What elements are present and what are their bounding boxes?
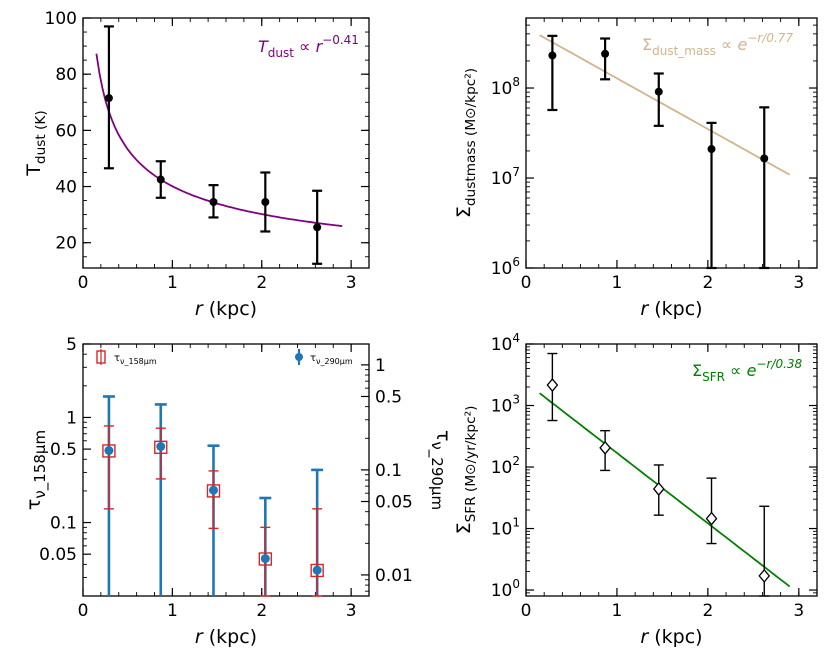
y-axis-label: ΣSFR (M⊙/yr/kpc²)​ — [453, 406, 479, 535]
y2-tick-label: 0.1 — [375, 461, 402, 481]
y-tick-label: 0.5 — [50, 440, 77, 460]
legend-tau290: τν_290μm — [295, 349, 353, 366]
fit-legend-label: Tdust ∝ r−0.41 — [258, 33, 359, 60]
tau158-point — [154, 440, 168, 455]
tau290-point — [104, 445, 114, 455]
x-tick-label: 3 — [793, 273, 804, 293]
x-tick-label: 3 — [346, 273, 357, 293]
sfr-point — [705, 511, 718, 526]
fit-legend-label: ΣSFR ∝ e−r/0.38 — [692, 357, 803, 384]
sfr-point — [652, 481, 665, 496]
dustmass-point — [707, 145, 716, 154]
y2-tick-label: 0.01 — [375, 566, 413, 586]
tau158-point — [206, 484, 221, 498]
y-tick-label: 60 — [55, 121, 77, 141]
legend-tau158: τν_158μm — [96, 349, 157, 366]
x-tick-label: 2 — [702, 273, 713, 293]
dustmass-point — [601, 49, 610, 58]
dustmass-point — [654, 87, 663, 96]
y-tick-label: 100 — [45, 9, 77, 29]
dustmass-point — [548, 51, 557, 60]
tau290-point — [156, 442, 166, 452]
y-tick-label: 100 — [491, 577, 520, 601]
y-tick-label: 104 — [491, 331, 520, 355]
tau158-point — [258, 552, 273, 566]
fit-curve — [539, 34, 791, 176]
sfr-point — [546, 378, 559, 393]
y-tick-label: 20 — [55, 234, 77, 254]
y-axis-label: τν_158μm — [23, 430, 50, 510]
y-tick-label: 80 — [55, 65, 77, 85]
legend-tau158-label: τν_158μm — [114, 353, 157, 366]
x-tick-label: 1 — [167, 601, 178, 621]
axes-frame — [82, 343, 370, 597]
fit-curve — [95, 53, 343, 227]
x-axis-label: r (kpc) — [640, 626, 702, 648]
fit-legend-label: Σdust_mass ∝ e−r/0.77 — [642, 31, 793, 58]
tau290-point — [312, 565, 322, 575]
x-tick-label: 0 — [521, 273, 532, 293]
x-tick-label: 1 — [167, 273, 178, 293]
tdust-point — [313, 223, 322, 232]
axes-frame — [82, 17, 370, 269]
y2-tick-label: 0.5 — [375, 387, 402, 407]
y2-tick-label: 0.05 — [375, 493, 413, 513]
y-tick-label: 101 — [491, 516, 520, 540]
x-tick-label: 2 — [702, 601, 713, 621]
y-tick-label: 108 — [491, 75, 520, 99]
y-tick-label: 102 — [491, 454, 520, 478]
tau158-point — [310, 563, 324, 578]
x-axis-label: r (kpc) — [640, 298, 702, 320]
x-tick-label: 3 — [793, 601, 804, 621]
fit-curve — [539, 392, 791, 588]
sfr-point — [758, 568, 771, 583]
x-tick-label: 1 — [612, 601, 623, 621]
panel-dust-temperature: 0 1 2 3 r (kpc) 20 40 60 80 100 Tdust (K)​ Tdust ∝ … — [23, 9, 370, 320]
tau158-point — [102, 444, 116, 458]
y-tick-label: 106 — [491, 255, 520, 279]
dustmass-point — [760, 154, 769, 163]
panel-dust-mass-surface-density: 0 1 2 3 r (kpc) 106 107 108 Σdustmass (M⊙/kpc²)​… — [453, 17, 818, 320]
panel-optical-depth: 0 1 2 3 r (kpc) 0.05 0.1 0.5 1 5 0.01 0.05 0.1 0.5 1 τν… — [23, 335, 454, 648]
y-tick-label: 0.1 — [50, 514, 77, 534]
tau290-point — [208, 485, 218, 495]
x-tick-label: 2 — [256, 601, 267, 621]
tdust-point — [156, 175, 165, 184]
x-tick-label: 3 — [346, 601, 357, 621]
y2-axis-label: τν_290μm — [427, 430, 454, 510]
tdust-point — [261, 197, 270, 206]
legend-tau290-marker — [295, 353, 303, 361]
axes-frame — [525, 343, 818, 597]
y-tick-label: 40 — [55, 178, 77, 198]
x-axis-label: r (kpc) — [195, 626, 257, 648]
x-axis-label: r (kpc) — [195, 298, 257, 320]
tdust-point — [104, 94, 113, 103]
y2-tick-label: 1 — [375, 356, 386, 376]
tau290-point — [260, 554, 270, 564]
y-tick-label: 5 — [66, 335, 77, 355]
tdust-point — [209, 197, 218, 206]
x-tick-label: 0 — [78, 601, 89, 621]
y-tick-label: 103 — [491, 393, 520, 417]
panel-sfr-surface-density: 0 1 2 3 r (kpc) 100 101 102 103 104 ΣSFR (M⊙/yr/kp… — [453, 331, 818, 648]
sfr-point — [599, 440, 611, 455]
x-tick-label: 0 — [521, 601, 532, 621]
y-tick-label: 0.05 — [39, 545, 77, 565]
y-tick-label: 107 — [491, 165, 520, 189]
y-axis-label: Σdustmass (M⊙/kpc²)​ — [453, 68, 479, 218]
x-tick-label: 2 — [256, 273, 267, 293]
x-tick-label: 1 — [612, 273, 623, 293]
y-axis-label: Tdust (K)​ — [23, 110, 49, 176]
legend-tau290-label: τν_290μm — [310, 353, 353, 366]
x-tick-label: 0 — [78, 273, 89, 293]
y-tick-label: 1 — [66, 408, 77, 428]
